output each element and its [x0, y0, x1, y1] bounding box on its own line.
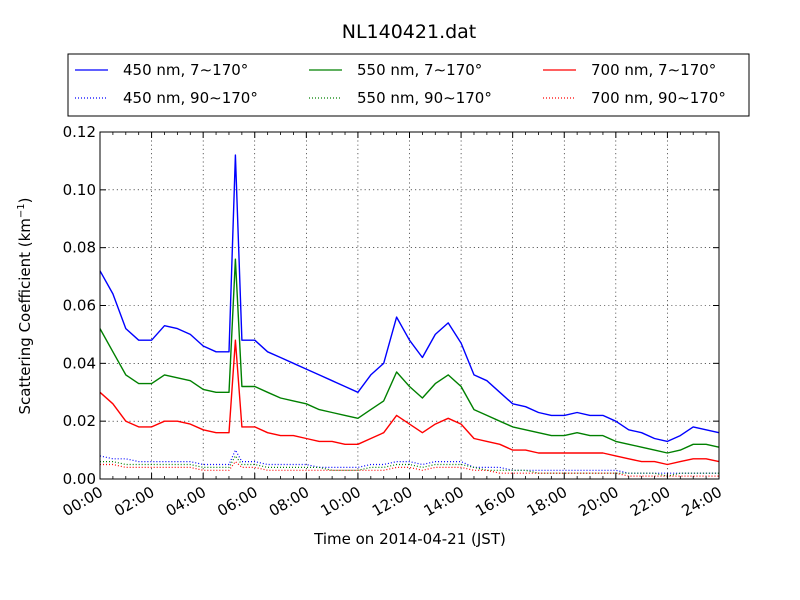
series-line-0 [99, 154, 720, 443]
y-tick-label: 0.04 [63, 354, 96, 372]
series-line-3 [99, 449, 719, 474]
legend-frame [67, 53, 750, 117]
legend-label-0: 450 nm, 7∼170° [123, 61, 248, 79]
x-axis-title: Time on 2014-04-21 (JST) [313, 530, 506, 548]
y-axis-title-close: ) [16, 197, 34, 203]
series-line-5 [100, 461, 719, 477]
series-line-2 [99, 339, 720, 466]
y-tick-label: 0.12 [63, 123, 96, 141]
y-tick-label: 0.00 [63, 470, 96, 488]
y-tick-label: 0.02 [63, 412, 96, 430]
legend-label-4: 550 nm, 90∼170° [357, 89, 492, 107]
legend: 450 nm, 7∼170° 550 nm, 7∼170° 700 nm, 7∼17… [67, 53, 750, 117]
y-axis-title: Scattering Coefficient (km−1) [16, 197, 34, 414]
series-group [99, 154, 720, 477]
y-axis-title-main: Scattering Coefficient (km [16, 218, 34, 414]
y-tick-labels: 0.00 0.02 0.04 0.06 0.08 0.10 0.12 [63, 123, 96, 488]
y-axis-title-sup: −1 [16, 203, 27, 218]
y-tick-label: 0.10 [63, 181, 96, 199]
legend-label-5: 700 nm, 90∼170° [591, 89, 726, 107]
series-line-1 [99, 258, 720, 454]
y-tick-label: 0.06 [63, 297, 96, 315]
ticks [99, 131, 720, 480]
chart-title: NL140421.dat [342, 21, 477, 43]
legend-label-3: 450 nm, 90∼170° [123, 89, 258, 107]
legend-label-2: 700 nm, 7∼170° [591, 61, 716, 79]
y-tick-label: 0.08 [63, 239, 96, 257]
legend-label-1: 550 nm, 7∼170° [357, 61, 482, 79]
